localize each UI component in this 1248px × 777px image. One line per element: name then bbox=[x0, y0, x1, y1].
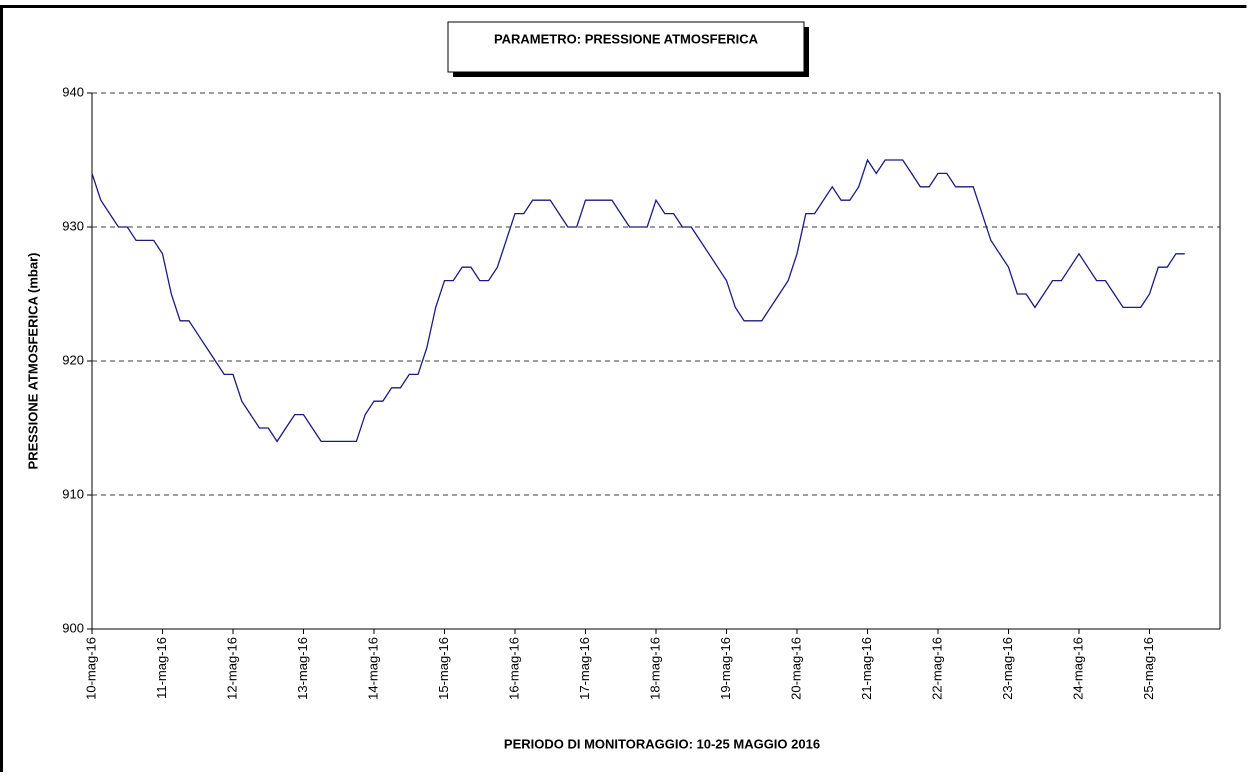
frame bbox=[0, 5, 1247, 772]
x-tick-label: 16-mag-16 bbox=[506, 637, 521, 700]
x-tick-label: 17-mag-16 bbox=[577, 637, 592, 700]
data-line bbox=[91, 158, 1185, 443]
x-tick-label: 10-mag-16 bbox=[83, 637, 98, 700]
y-axis-title: PRESSIONE ATMOSFERICA (mbar) bbox=[25, 253, 40, 470]
x-tick-label: 12-mag-16 bbox=[224, 637, 239, 700]
x-tick-label: 15-mag-16 bbox=[436, 637, 451, 700]
y-tick-label: 900 bbox=[62, 620, 84, 635]
x-tick-label: 23-mag-16 bbox=[1000, 637, 1015, 700]
y-tick-label: 920 bbox=[62, 352, 84, 367]
x-tick-label: 20-mag-16 bbox=[788, 637, 803, 700]
y-tick-label: 910 bbox=[62, 486, 84, 501]
y-tick-label: 940 bbox=[62, 84, 84, 99]
title-box bbox=[447, 21, 805, 73]
x-tick-label: 21-mag-16 bbox=[859, 637, 874, 700]
x-axis-title: PERIODO DI MONITORAGGIO: 10-25 MAGGIO 20… bbox=[504, 736, 820, 751]
x-tick-label: 22-mag-16 bbox=[929, 637, 944, 700]
x-tick-label: 14-mag-16 bbox=[365, 637, 380, 700]
chart-title: PARAMETRO: PRESSIONE ATMOSFERICA bbox=[494, 31, 759, 46]
x-tick-label: 18-mag-16 bbox=[647, 637, 662, 700]
x-tick-label: 19-mag-16 bbox=[718, 637, 733, 700]
y-tick-label: 930 bbox=[62, 218, 84, 233]
x-tick-label: 11-mag-16 bbox=[154, 637, 169, 699]
x-tick-label: 13-mag-16 bbox=[295, 637, 310, 700]
x-tick-label: 24-mag-16 bbox=[1070, 637, 1085, 700]
x-tick-label: 25-mag-16 bbox=[1141, 637, 1156, 700]
